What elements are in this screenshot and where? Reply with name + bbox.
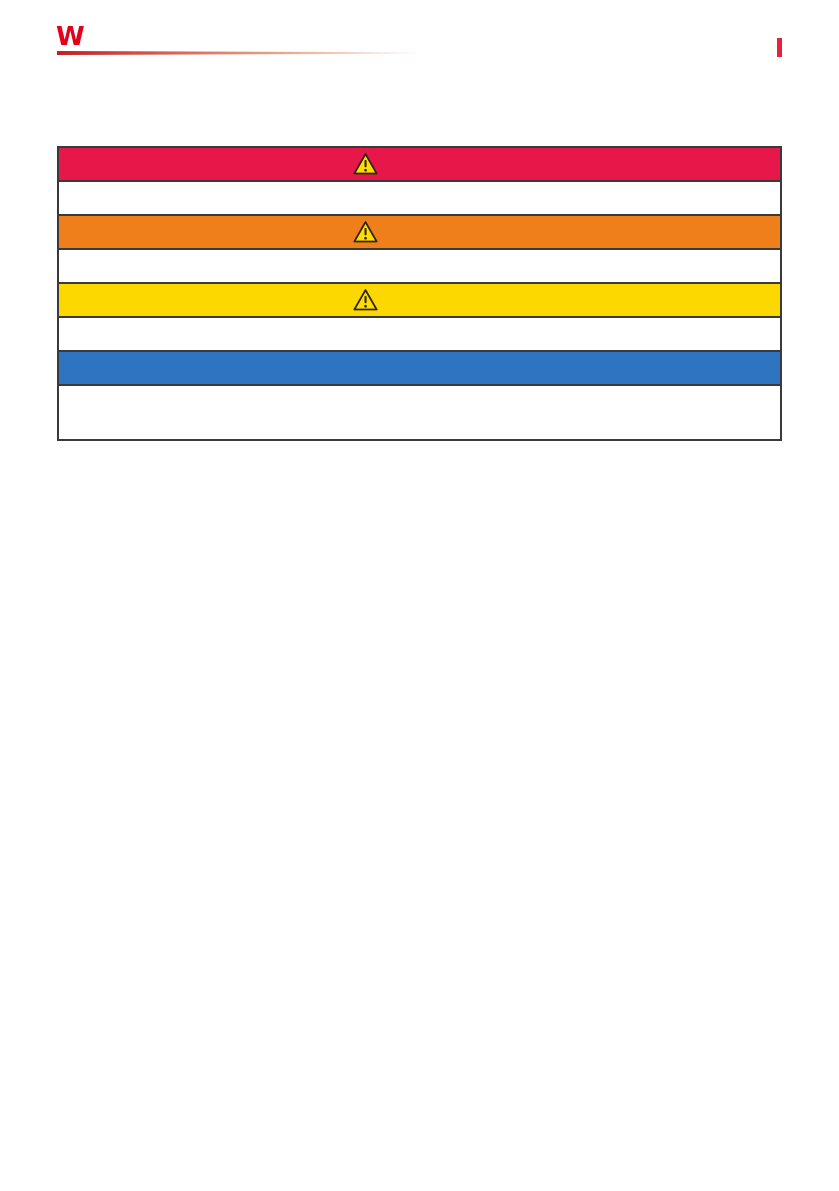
brand-logo: W bbox=[56, 22, 85, 52]
warning-triangle-icon bbox=[352, 152, 379, 176]
description-notice-row bbox=[59, 386, 780, 439]
warning-triangle-icon bbox=[352, 288, 379, 312]
warning-triangle-icon bbox=[352, 220, 379, 244]
page-edge-marker bbox=[777, 38, 782, 57]
signal-band-warning-row bbox=[59, 216, 780, 250]
header-rule bbox=[57, 51, 420, 55]
description-danger-row bbox=[59, 182, 780, 216]
safety-notes-table bbox=[57, 146, 782, 441]
signal-band-notice-row bbox=[59, 352, 780, 386]
signal-band-caution-row bbox=[59, 284, 780, 318]
description-caution-row bbox=[59, 318, 780, 352]
signal-band-danger-row bbox=[59, 148, 780, 182]
description-warning-row bbox=[59, 250, 780, 284]
